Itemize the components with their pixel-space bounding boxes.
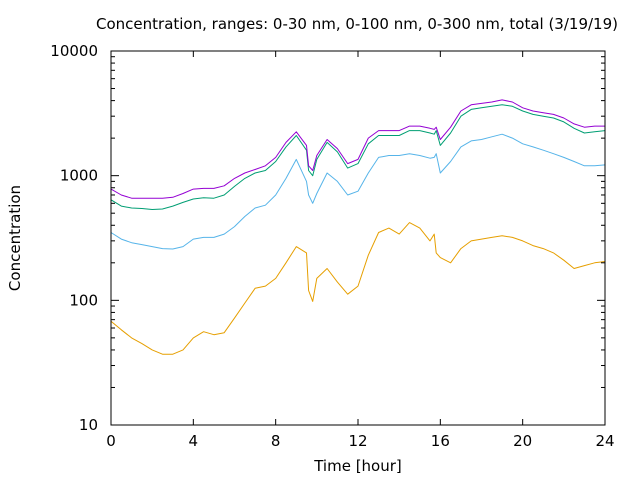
series-line-1 (110, 222, 606, 355)
y-axis-label: Concentration (6, 185, 24, 291)
x-axis-label: Time [hour] (313, 457, 402, 475)
series-line-4 (110, 99, 605, 199)
x-tick-label: 16 (431, 432, 450, 450)
x-tick-label: 8 (271, 432, 281, 450)
x-tick-label: 20 (513, 432, 532, 450)
y-tick-label: 10000 (50, 42, 98, 60)
x-tick-label: 12 (348, 432, 367, 450)
series-line-2 (110, 133, 606, 250)
ticks-layer: 0 4 8 12 16 20 24 10 100 1000 10000 (50, 42, 614, 450)
series-layer (110, 99, 606, 355)
chart-title: Concentration, ranges: 0-30 nm, 0-100 nm… (96, 15, 618, 33)
x-tick-label: 4 (189, 432, 199, 450)
x-tick-label: 24 (595, 432, 614, 450)
y-tick-label: 100 (69, 291, 98, 309)
series-line-3 (110, 104, 606, 210)
y-tick-label: 1000 (60, 167, 98, 185)
y-tick-label: 10 (79, 416, 98, 434)
plot-frame (110, 50, 606, 426)
x-tick-label: 0 (106, 432, 116, 450)
